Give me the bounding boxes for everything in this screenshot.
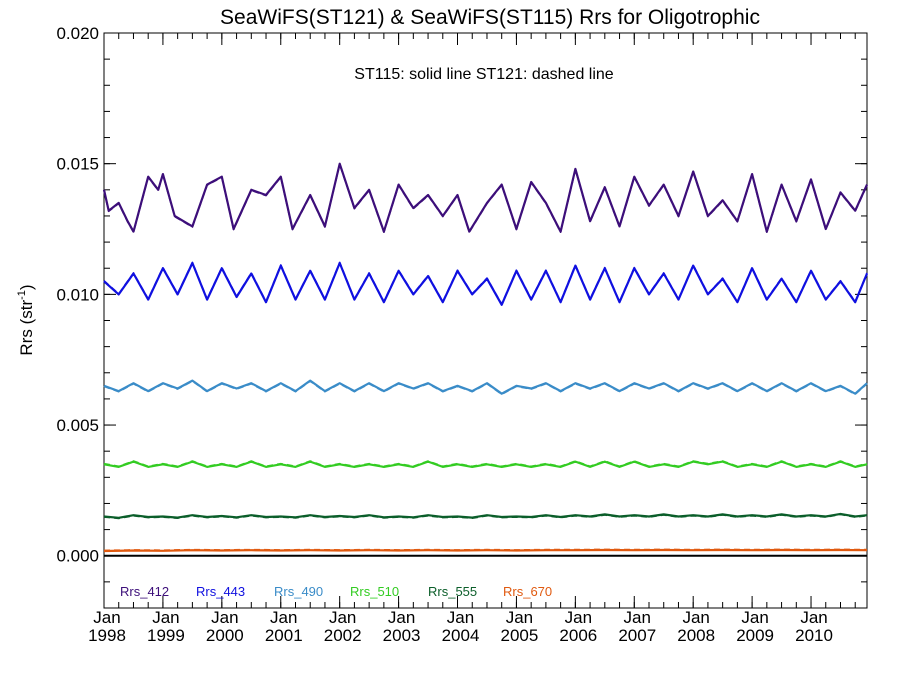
x-tick-month: Jan	[624, 608, 651, 627]
x-tick-month: Jan	[447, 608, 474, 627]
x-tick-year: 2001	[265, 626, 303, 645]
x-tick-month: Jan	[741, 608, 768, 627]
legend-entry-rrs_510: Rrs_510	[350, 584, 399, 599]
series-line-dashed-rrs_490	[103, 380, 868, 396]
x-tick-month: Jan	[211, 608, 238, 627]
x-tick-year: 2007	[618, 626, 656, 645]
y-tick-label: 0.020	[56, 24, 99, 43]
x-tick-year: 2009	[736, 626, 774, 645]
x-tick-month: Jan	[93, 608, 120, 627]
x-tick-month: Jan	[152, 608, 179, 627]
y-tick-label: 0.000	[56, 547, 99, 566]
series-line-dashed-rrs_443	[103, 261, 868, 306]
legend-entry-rrs_670: Rrs_670	[503, 584, 552, 599]
series-line-dashed-rrs_510	[103, 460, 868, 468]
legend-entry-rrs_555: Rrs_555	[428, 584, 477, 599]
legend-entry-rrs_490: Rrs_490	[274, 584, 323, 599]
y-tick-label: 0.005	[56, 416, 99, 435]
x-tick-year: 2004	[442, 626, 480, 645]
x-tick-year: 2005	[501, 626, 539, 645]
x-tick-month: Jan	[506, 608, 533, 627]
series-line-dashed-rrs_555	[103, 513, 868, 520]
series-line-dashed-rrs_412	[103, 163, 868, 233]
x-tick-year: 2003	[383, 626, 421, 645]
x-tick-year: 2006	[559, 626, 597, 645]
x-tick-month: Jan	[270, 608, 297, 627]
x-tick-year: 2000	[206, 626, 244, 645]
line-style-note: ST115: solid line ST121: dashed line	[354, 66, 614, 83]
y-tick-label: 0.010	[56, 285, 99, 304]
legend-entry-rrs_443: Rrs_443	[196, 584, 245, 599]
series-line-solid-rrs_412	[102, 162, 869, 233]
x-tick-year: 2008	[677, 626, 715, 645]
series-line-solid-rrs_443	[103, 261, 869, 306]
x-tick-year: 1998	[88, 626, 126, 645]
x-tick-year: 2002	[324, 626, 362, 645]
x-tick-month: Jan	[388, 608, 415, 627]
x-tick-month: Jan	[565, 608, 592, 627]
series-lines	[102, 162, 869, 553]
legend-entry-rrs_412: Rrs_412	[120, 584, 169, 599]
series-line-solid-rrs_490	[103, 379, 868, 395]
legend: Rrs_412 Rrs_443 Rrs_490 Rrs_510 Rrs_555 Rrs_6…	[120, 584, 552, 599]
x-tick-year: 1999	[147, 626, 185, 645]
x-tick-year: 2010	[795, 626, 833, 645]
axis-ticks: 0.0000.0050.0100.0150.020Jan1998Jan1999J…	[56, 24, 867, 645]
plot-frame	[103, 32, 868, 609]
y-axis-label: Rrs (str-1)	[16, 284, 36, 355]
series-line-dashed-rrs_670	[103, 548, 868, 552]
x-tick-month: Jan	[682, 608, 709, 627]
x-tick-month: Jan	[800, 608, 827, 627]
chart-title: SeaWiFS(ST121) & SeaWiFS(ST115) Rrs for …	[220, 6, 760, 29]
x-tick-month: Jan	[329, 608, 356, 627]
y-tick-label: 0.015	[56, 155, 99, 174]
